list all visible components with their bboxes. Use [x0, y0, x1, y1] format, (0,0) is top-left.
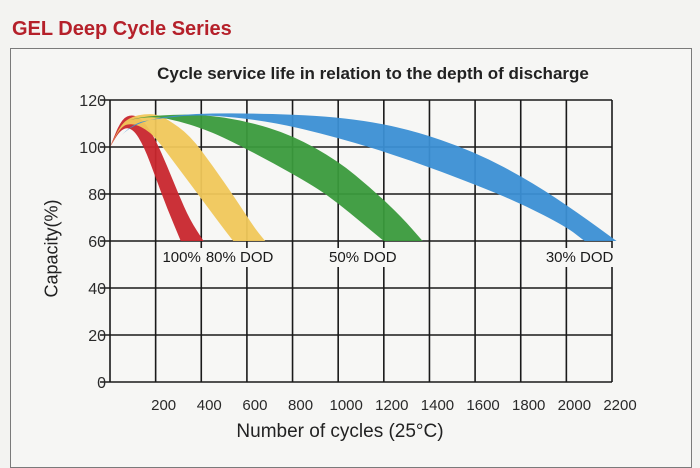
dod-label: 30% DOD: [546, 249, 614, 266]
y-tick-label: 40: [88, 281, 106, 298]
x-tick-label: 1400: [421, 397, 454, 414]
x-tick-label: 200: [151, 397, 176, 414]
dod-label: 80% DOD: [206, 249, 274, 266]
x-axis-label: Number of cycles (25°C): [236, 421, 444, 442]
x-tick-label: 1800: [512, 397, 545, 414]
series-band-1: [110, 115, 204, 241]
dod-label-bg: [543, 248, 616, 267]
x-tick-label: 400: [197, 397, 222, 414]
series-title: GEL Deep Cycle Series: [12, 18, 232, 40]
y-axis-label: Capacity(%): [41, 199, 62, 298]
x-tick-label: 1600: [466, 397, 499, 414]
y-tick-label: 100: [79, 140, 106, 157]
series-band-4: [110, 113, 617, 241]
y-tick-label: 60: [88, 234, 106, 251]
series-band-2: [110, 114, 266, 241]
series-band-3: [110, 114, 423, 241]
dod-label-bg: [203, 248, 276, 267]
y-tick-label: 80: [88, 187, 106, 204]
dod-label-bg: [327, 248, 399, 267]
x-tick-label: 1200: [375, 397, 408, 414]
x-tick-label: 600: [242, 397, 267, 414]
x-tick-label: 2000: [558, 397, 591, 414]
y-tick-label: 20: [88, 328, 106, 345]
chart-title: Cycle service life in relation to the de…: [157, 64, 589, 83]
y-tick-label: 120: [79, 93, 106, 110]
x-tick-label: 1000: [329, 397, 362, 414]
y-tick-label: 0: [97, 375, 106, 392]
x-tick-label: 2200: [603, 397, 636, 414]
x-tick-label: 800: [288, 397, 313, 414]
dod-label: 50% DOD: [329, 249, 397, 266]
